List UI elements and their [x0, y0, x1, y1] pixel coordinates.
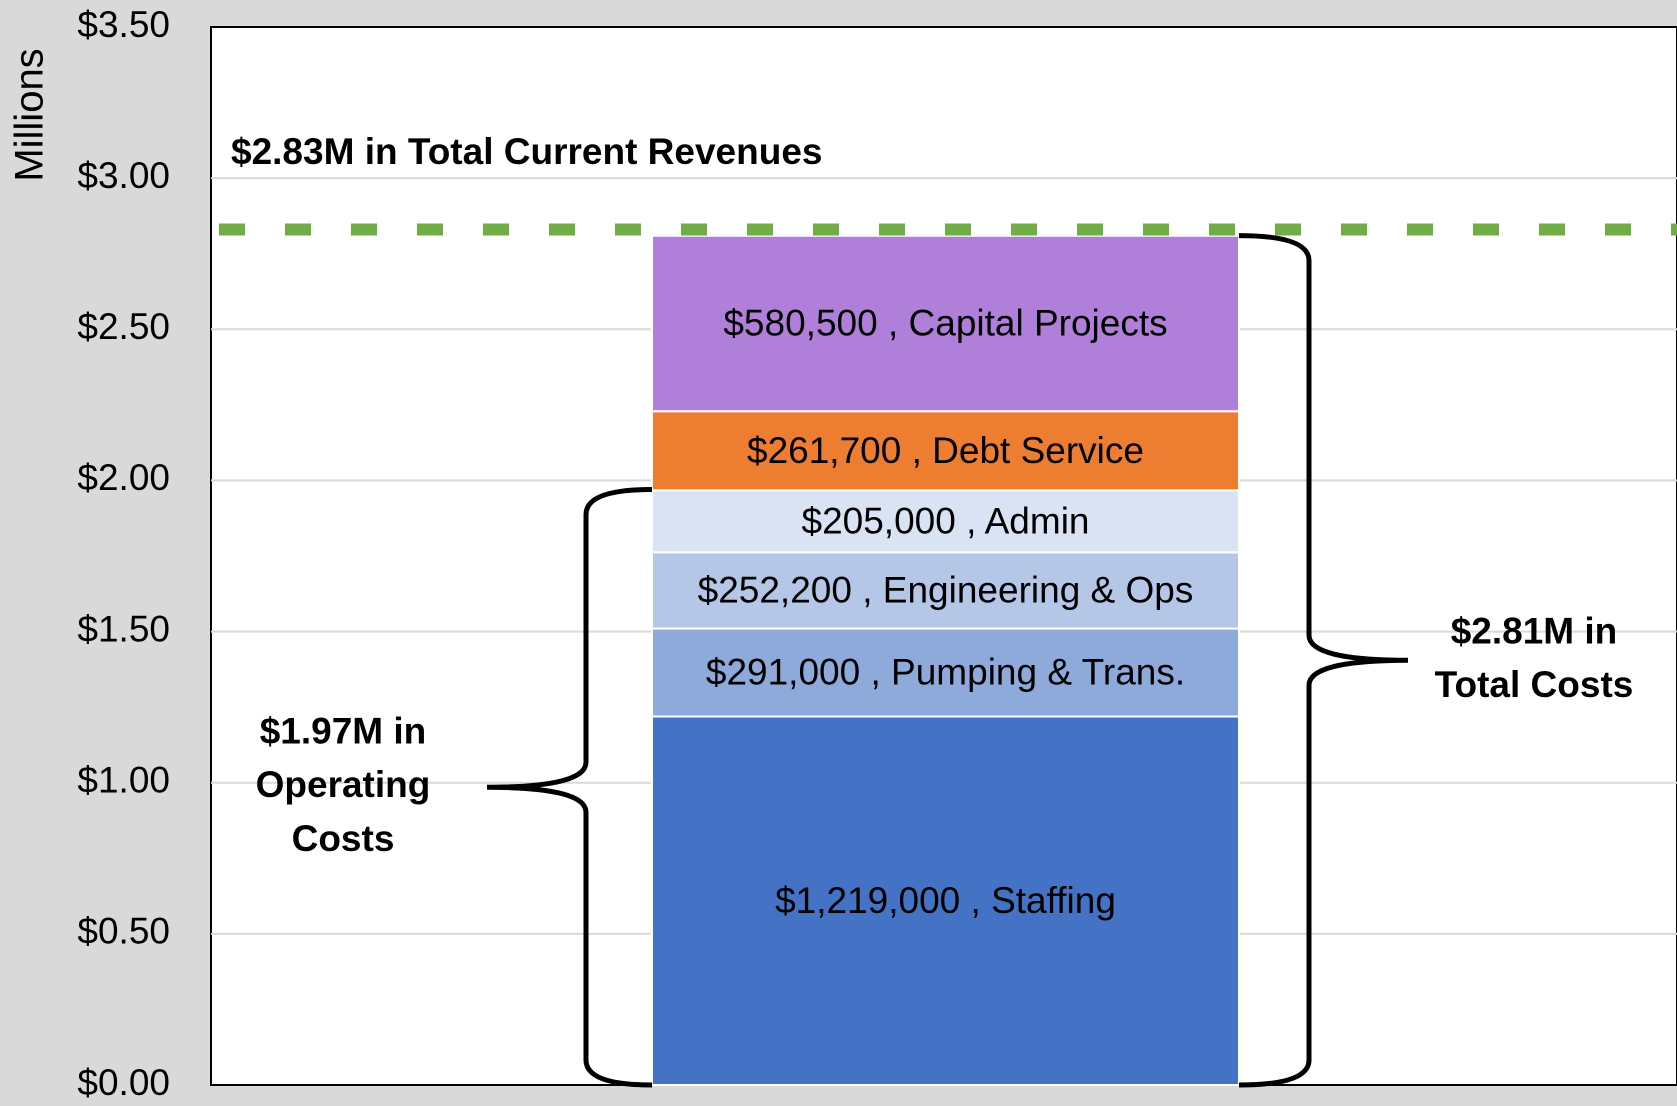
bar-segment	[651, 627, 1240, 718]
data-label: $291,000 , Pumping & Trans.	[706, 651, 1185, 692]
data-label: $580,500 , Capital Projects	[723, 302, 1167, 343]
y-tick-label: $0.00	[77, 1062, 170, 1103]
bar-segment	[651, 489, 1240, 554]
y-tick-label: $3.50	[77, 4, 170, 45]
y-tick-label: $0.50	[77, 911, 170, 952]
bar-segment	[651, 410, 1240, 492]
y-axis-label: Millions	[8, 48, 52, 181]
annotation: $1.97M in Operating Costs	[256, 710, 431, 858]
y-tick-label: $2.00	[77, 457, 170, 498]
bar-segment	[651, 234, 1240, 413]
data-label: $205,000 , Admin	[802, 500, 1090, 541]
bar-segment	[651, 715, 1240, 1087]
bar-segment	[651, 551, 1240, 630]
y-tick-label: $1.00	[77, 759, 170, 800]
data-label: $252,200 , Engineering & Ops	[698, 569, 1194, 610]
brace	[1238, 233, 1409, 1088]
annotation: $2.81M in Total Costs	[1435, 610, 1634, 705]
data-label: $261,700 , Debt Service	[747, 430, 1144, 471]
y-tick-label: $1.50	[77, 608, 170, 649]
y-tick-label: $2.50	[77, 306, 170, 347]
reference-label: $2.83M in Total Current Revenues	[231, 131, 822, 172]
data-label: $1,219,000 , Staffing	[775, 880, 1116, 921]
brace	[486, 486, 653, 1088]
y-tick-label: $3.00	[77, 155, 170, 196]
